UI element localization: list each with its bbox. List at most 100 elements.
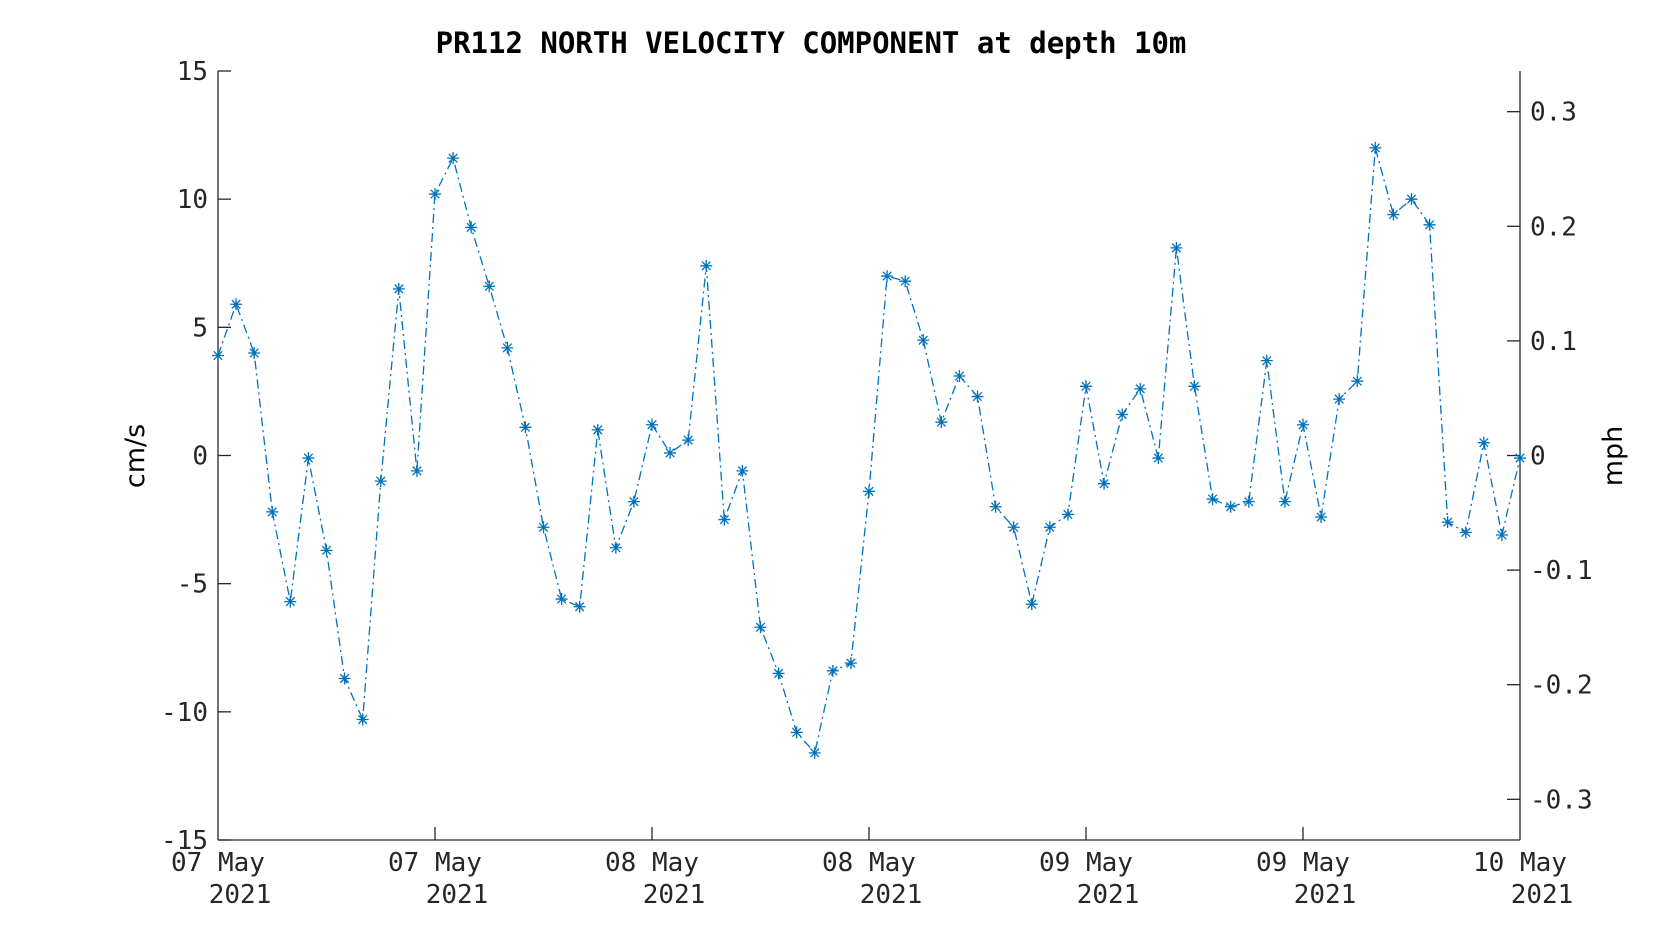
axes: 15 10 5 0 -5 -10 -15 0.3 0.2 0.1 0 -0.1 -0.2 -0.3 07 M… (161, 57, 1593, 910)
x-tick-label: 07 May (171, 848, 265, 878)
data-point-marker (627, 495, 640, 508)
y-axis-right-label: mph (1598, 426, 1629, 487)
data-point-marker (284, 595, 297, 608)
data-point-marker (591, 423, 604, 436)
data-point-marker (772, 667, 785, 680)
data-point-marker (971, 390, 984, 403)
y-right-tick-label: -0.3 (1530, 785, 1593, 815)
data-point-marker (410, 464, 423, 477)
data-point-marker (953, 370, 966, 383)
data-point-marker (718, 513, 731, 526)
data-point-marker (483, 280, 496, 293)
data-point-marker (248, 346, 261, 359)
data-point-marker (1098, 477, 1111, 490)
data-point-marker (881, 270, 894, 283)
y-tick-label: -15 (161, 826, 208, 856)
data-point-marker (230, 298, 243, 311)
data-point-marker (1170, 241, 1183, 254)
x-tick-label: 09 May (1039, 848, 1133, 878)
y-right-tick-label: -0.2 (1530, 671, 1593, 701)
data-point-marker (555, 593, 568, 606)
data-point-marker (754, 621, 767, 634)
x-tick-label: 08 May (605, 848, 699, 878)
data-point-marker (1495, 528, 1508, 541)
y-tick-label: -10 (161, 698, 208, 728)
x-tick-label: 10 May (1473, 848, 1567, 878)
data-point-marker (519, 421, 532, 434)
data-point-marker (356, 713, 369, 726)
data-point-marker (826, 664, 839, 677)
data-point-marker (1152, 452, 1165, 465)
series-line (217, 147, 1521, 755)
data-point-marker (1459, 526, 1472, 539)
x-tick-year-label: 2021 (860, 880, 923, 910)
x-tick-year-label: 2021 (643, 880, 706, 910)
data-point-marker (302, 452, 315, 465)
data-point-marker (899, 275, 912, 288)
data-point-marker (700, 259, 713, 272)
data-point-marker (465, 221, 478, 234)
data-point-marker (1477, 436, 1490, 449)
y-right-tick-label: 0 (1530, 442, 1546, 472)
data-point-marker (573, 600, 586, 613)
data-point-marker (989, 500, 1002, 513)
data-point-marker (501, 341, 514, 354)
x-tick-year-label: 2021 (1077, 880, 1140, 910)
data-point-marker (682, 434, 695, 447)
data-point-marker (266, 505, 279, 518)
data-point-marker (863, 485, 875, 498)
data-point-marker (1441, 516, 1454, 529)
data-point-marker (1315, 511, 1328, 524)
y-tick-label: 0 (192, 442, 208, 472)
x-tick-label: 09 May (1256, 848, 1350, 878)
x-tick-label: 07 May (388, 848, 482, 878)
data-point-marker (1025, 598, 1038, 611)
data-point-marker (392, 282, 405, 295)
data-point-marker (1242, 495, 1255, 508)
data-point-marker (338, 672, 351, 685)
data-point-marker (374, 475, 387, 488)
data-point-marker (790, 726, 803, 739)
data-point-marker (808, 746, 821, 759)
data-point-marker (609, 541, 622, 554)
data-point-marker (844, 657, 857, 670)
data-point-marker (935, 416, 948, 429)
data-point-marker (1224, 500, 1237, 513)
data-point-marker (646, 418, 658, 431)
chart-title: PR112 NORTH VELOCITY COMPONENT at depth … (436, 26, 1187, 60)
data-point-marker (320, 544, 333, 557)
y-tick-label: 10 (177, 185, 208, 215)
y-right-tick-label: 0.2 (1530, 212, 1577, 242)
y-right-tick-label: 0.1 (1530, 327, 1577, 357)
y-tick-label: -5 (177, 570, 208, 600)
data-point-marker (1007, 521, 1020, 534)
data-point-marker (1043, 521, 1056, 534)
data-point-marker (1278, 495, 1291, 508)
y-right-tick-label: -0.1 (1530, 556, 1593, 586)
data-point-marker (1061, 508, 1074, 521)
y-right-tick-label: 0.3 (1530, 98, 1577, 128)
data-point-marker (537, 521, 550, 534)
data-point-marker (1369, 141, 1382, 154)
data-point-marker (1387, 208, 1400, 221)
y-tick-label: 15 (177, 57, 208, 87)
x-tick-year-label: 2021 (1294, 880, 1357, 910)
data-point-marker (1116, 408, 1129, 421)
x-tick-year-label: 2021 (209, 880, 272, 910)
data-point-marker (1206, 493, 1219, 506)
y-axis-label: cm/s (120, 424, 151, 488)
y-tick-label: 5 (192, 313, 208, 343)
data-point-marker (664, 446, 677, 459)
data-point-marker (1423, 218, 1436, 231)
x-tick-label: 08 May (822, 848, 916, 878)
data-point-marker (429, 188, 441, 201)
data-point-marker (736, 464, 749, 477)
data-point-marker (447, 152, 460, 165)
data-point-marker (1260, 354, 1273, 367)
x-tick-year-label: 2021 (1511, 880, 1574, 910)
data-point-marker (1297, 418, 1309, 431)
data-point-marker (1405, 193, 1418, 206)
data-point-marker (1134, 382, 1147, 395)
data-point-marker (1514, 452, 1526, 465)
